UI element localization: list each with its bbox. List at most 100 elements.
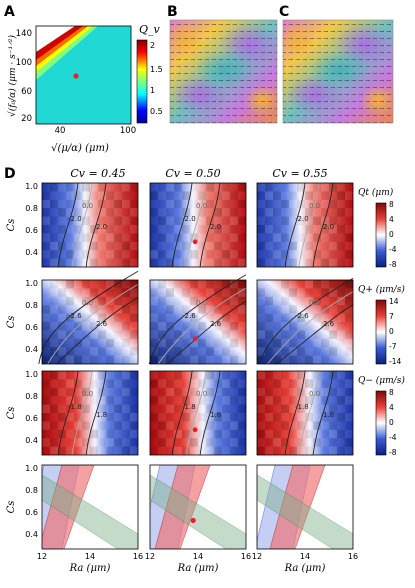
contour-label: 1.8: [323, 411, 334, 419]
d-xlabel: Ra (μm): [69, 563, 111, 574]
d-cb-tick: -4: [389, 245, 397, 254]
d-xtick: 12: [252, 552, 262, 561]
contour-label: 2.0: [96, 223, 107, 231]
d-ylabel: Cs: [6, 316, 17, 329]
contour-label: -2.0: [68, 215, 82, 223]
d-cb-tick: -4: [389, 433, 397, 442]
contour-label: 0.0: [196, 390, 207, 398]
d-colorbar: [375, 202, 387, 268]
a-xtick-0: 40: [55, 126, 66, 136]
contour-label: 0.0: [309, 299, 320, 307]
d-ytick: 0.6: [25, 414, 38, 423]
d-cb-tick: 4: [389, 215, 394, 224]
d-cb-tick: 7: [389, 312, 394, 321]
d-xtick: 16: [133, 552, 143, 561]
d-cb-tick: 0: [389, 230, 394, 239]
d-ytick: 0.6: [25, 508, 38, 517]
d-overlap-c1: [41, 464, 139, 550]
d-xtick: 16: [241, 552, 251, 561]
d-heatmap-r2-c2: [148, 274, 247, 365]
d-cb-tick: 8: [389, 388, 394, 397]
d-marker: [192, 239, 198, 245]
contour-label: 1.8: [96, 411, 107, 419]
panel-label-c: C: [279, 4, 289, 20]
d-heatmap-r3-c3: [256, 370, 354, 456]
panel-label-b: B: [167, 4, 178, 20]
a-xtick-1: 100: [120, 126, 136, 136]
d-col-title-2: Cv = 0.55: [272, 167, 327, 180]
d-cb-tick: -14: [389, 357, 401, 366]
d-ytick: 0.4: [25, 248, 38, 257]
d-ytick: 1.0: [25, 182, 38, 191]
d-heatmap-r1-c2: [149, 182, 247, 268]
d-cb-tick: 0: [389, 327, 394, 336]
a-xlabel: √(μ/α) (μm): [51, 143, 109, 154]
contour-label: -1.8: [68, 403, 82, 411]
contour-label: 2.6: [210, 320, 222, 328]
d-xtick: 14: [85, 552, 95, 561]
d-cb-tick: 14: [389, 297, 399, 306]
a-ylabel: √(f₀/α) (μm · s⁻¹ᐟ²): [7, 34, 18, 117]
d-colorbar-title: Q+ (μm/s): [358, 284, 405, 295]
d-colorbar-title: Q− (μm/s): [358, 375, 405, 386]
a-ytick-1: 100: [16, 58, 32, 68]
contour-label: -2.6: [182, 312, 196, 320]
d-cb-tick: 4: [389, 403, 394, 412]
contour-label: 0.0: [82, 202, 93, 210]
d-colorbar: [375, 299, 387, 365]
d-ytick: 0.8: [25, 392, 38, 401]
contour-label: 0.0: [309, 390, 320, 398]
contour-label: -1.8: [295, 403, 309, 411]
contour-label: 2.6: [323, 320, 335, 328]
d-ylabel: Cs: [6, 407, 17, 420]
contour-label: -2.0: [182, 215, 196, 223]
d-cb-tick: -8: [389, 260, 397, 269]
contour-label: -1.8: [182, 403, 196, 411]
contour-label: -2.0: [295, 215, 309, 223]
panel-label-a: A: [4, 4, 15, 20]
d-heatmap-r2-c1: [38, 270, 139, 365]
a-cb-tick-2: 1: [150, 86, 155, 95]
a-ytick-3: 20: [21, 114, 32, 124]
contour-label: 0.0: [196, 202, 207, 210]
d-ytick: 0.8: [25, 301, 38, 310]
d-xlabel: Ra (μm): [284, 563, 326, 574]
d-ytick: 1.0: [25, 370, 38, 379]
d-xtick: 14: [193, 552, 203, 561]
d-xtick: 12: [145, 552, 155, 561]
panel-a-heatmap: [35, 25, 132, 125]
d-xtick: 14: [300, 552, 310, 561]
contour-label: 2.0: [210, 223, 221, 231]
d-overlap-c3: [256, 464, 354, 550]
contour-label: 0.0: [196, 299, 207, 307]
contour-label: -2.6: [295, 312, 309, 320]
d-heatmap-r3-c1: [41, 370, 139, 456]
d-marker: [192, 336, 198, 342]
d-cb-tick: 8: [389, 200, 394, 209]
a-cb-tick-1: 1.5: [150, 65, 163, 74]
d-colorbar: [375, 390, 387, 456]
d-ytick: 1.0: [25, 464, 38, 473]
d-xtick: 12: [37, 552, 47, 561]
contour-label: 2.0: [323, 223, 334, 231]
d-ytick: 0.8: [25, 486, 38, 495]
d-colorbar-title: Qt (μm): [358, 187, 394, 198]
d-ytick: 0.8: [25, 204, 38, 213]
a-ytick-0: 140: [16, 29, 32, 39]
contour-label: -2.6: [68, 312, 82, 320]
d-ylabel: Cs: [6, 501, 17, 514]
contour-label: 2.6: [96, 320, 108, 328]
d-col-title-1: Cv = 0.50: [165, 167, 220, 180]
d-ylabel: Cs: [6, 219, 17, 232]
panel-c-field: [280, 19, 396, 124]
d-xlabel: Ra (μm): [177, 563, 219, 574]
a-colorbar-title: Q_v: [139, 23, 161, 36]
a-ytick-2: 60: [21, 87, 32, 97]
d-marker: [190, 517, 196, 524]
d-cb-tick: -7: [389, 342, 397, 351]
panel-a-marker: [73, 73, 79, 79]
d-ytick: 0.4: [25, 436, 38, 445]
d-overlap-c2: [149, 464, 247, 550]
d-ytick: 0.6: [25, 226, 38, 235]
